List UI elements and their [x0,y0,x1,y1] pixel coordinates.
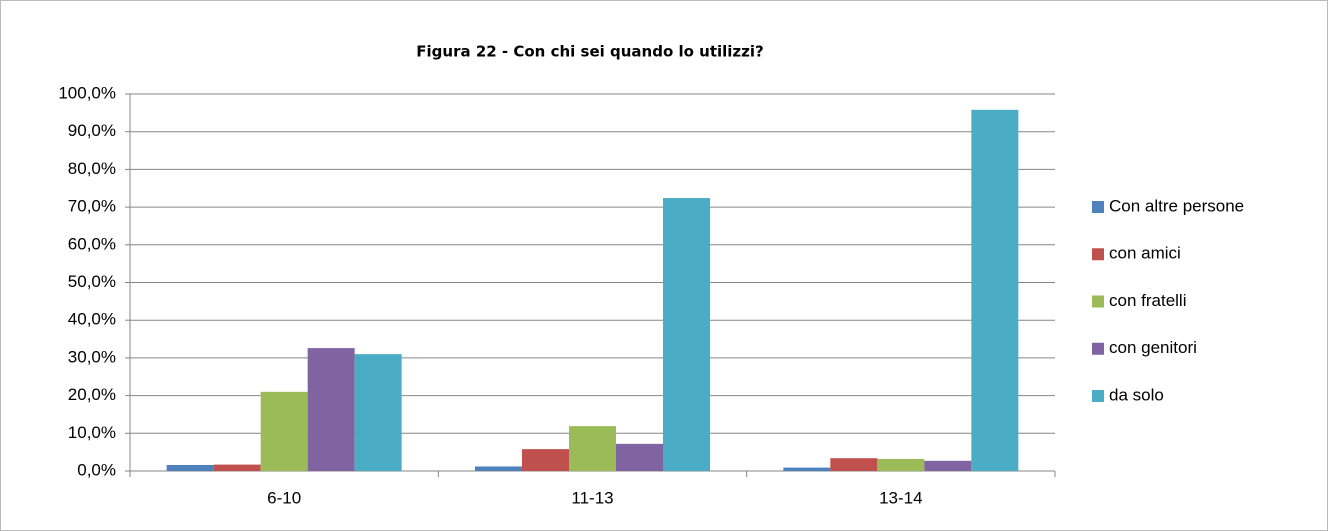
bar [354,354,402,471]
legend-swatch [1092,390,1104,402]
y-tick-label: 90,0% [68,121,116,140]
y-tick-label: 50,0% [68,272,116,291]
bar [307,348,355,471]
y-tick-label: 0,0% [77,460,116,479]
bar [924,460,972,471]
y-tick-label: 10,0% [68,423,116,442]
legend-swatch [1092,295,1104,308]
y-tick-label: 30,0% [68,347,116,366]
bar [783,467,831,471]
bar [616,443,663,471]
chart-title: Figura 22 - Con chi sei quando lo utiliz… [416,43,763,61]
y-tick-label: 70,0% [68,197,116,216]
bar [522,449,569,471]
bar [830,458,878,471]
bar [569,426,616,471]
bar [663,198,710,471]
bar [213,464,261,471]
legend-label: con amici [1109,244,1181,263]
bar [260,391,308,471]
y-tick-label: 40,0% [68,310,116,329]
legend-swatch [1092,201,1104,213]
legend-label: con fratelli [1109,291,1186,310]
y-tick-label: 100,0% [58,83,116,102]
y-tick-label: 20,0% [68,385,116,404]
legend-swatch [1092,248,1104,261]
legend-label: da solo [1109,385,1164,404]
legend-label: con genitori [1109,338,1197,357]
x-tick-label: 11-13 [571,488,613,507]
bar [166,464,214,471]
legend-swatch [1092,342,1104,355]
y-tick-label: 60,0% [68,234,116,253]
y-tick-label: 80,0% [68,159,116,178]
bar [475,466,522,471]
bar [971,109,1019,472]
x-tick-label: 6-10 [267,488,301,507]
x-tick-label: 13-14 [879,488,922,507]
legend-label: Con altre persone [1109,196,1244,215]
bar [877,458,925,471]
